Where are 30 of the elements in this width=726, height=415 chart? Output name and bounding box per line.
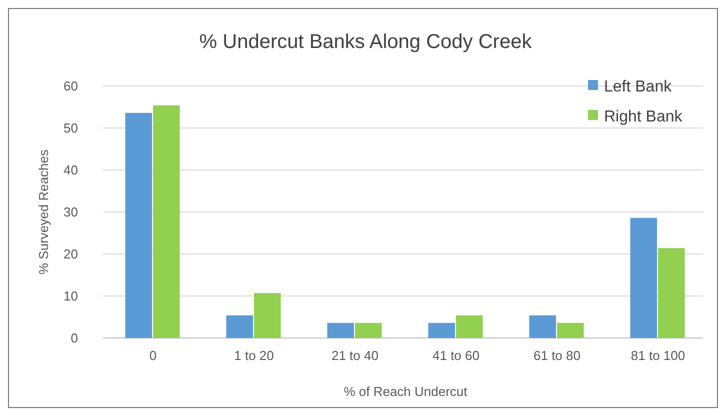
bar <box>658 248 685 338</box>
legend-label: Right Bank <box>604 108 684 126</box>
y-tick-label: 20 <box>64 246 78 262</box>
y-tick-label: 50 <box>64 120 78 136</box>
legend-label: Left Bank <box>604 78 673 96</box>
x-tick-label: 41 to 60 <box>432 348 480 363</box>
bar <box>428 322 455 338</box>
y-tick-label: 30 <box>64 204 78 220</box>
bar <box>327 322 354 338</box>
bar <box>152 105 180 338</box>
chart-title: % Undercut Banks Along Cody Creek <box>199 31 533 53</box>
y-tick-label: 60 <box>64 78 78 94</box>
bar <box>557 322 584 338</box>
x-axis-title: % of Reach Undercut <box>344 384 468 399</box>
y-tick-label: 40 <box>64 162 78 178</box>
x-tick-label: 1 to 20 <box>234 348 274 363</box>
x-tick-label: 0 <box>149 348 157 363</box>
bar <box>226 315 253 338</box>
y-axis-title: % Surveyed Reaches <box>36 148 51 275</box>
y-tick-label: 0 <box>70 330 78 346</box>
bar <box>355 322 382 338</box>
x-tick-label: 61 to 80 <box>534 348 581 363</box>
x-tick-label: 21 to 40 <box>332 348 378 363</box>
bar <box>125 112 152 338</box>
bar <box>456 315 483 338</box>
bar <box>529 315 556 338</box>
bar <box>254 293 281 338</box>
y-tick-label: 10 <box>64 288 78 304</box>
x-tick-label: 81 to 100 <box>630 348 686 363</box>
bar <box>630 218 658 338</box>
